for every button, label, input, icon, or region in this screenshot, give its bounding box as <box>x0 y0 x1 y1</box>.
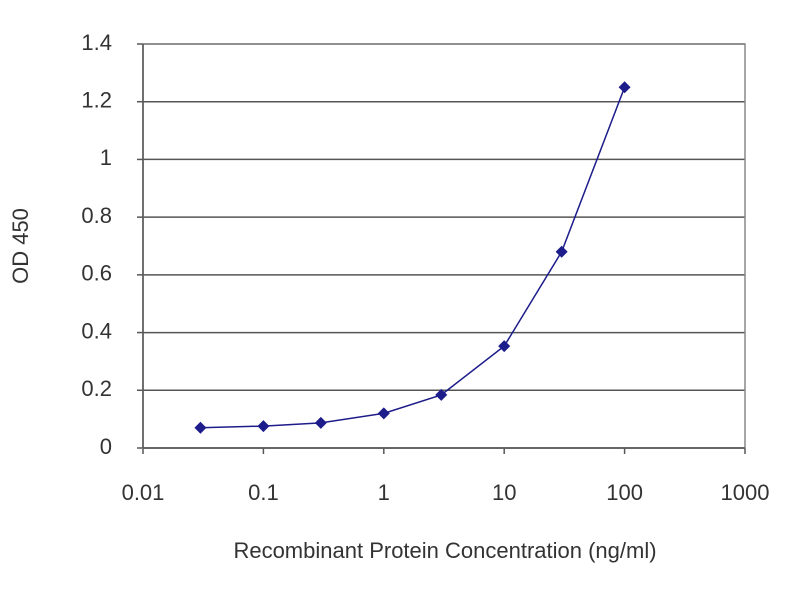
data-point <box>435 388 448 401</box>
data-point <box>314 416 327 429</box>
data-point <box>498 340 511 353</box>
y-tick-label: 0 <box>100 434 112 459</box>
data-point <box>194 421 207 434</box>
data-point <box>555 245 568 258</box>
data-point <box>618 81 631 94</box>
y-tick-label: 1.4 <box>81 30 112 55</box>
y-axis-label: OD 450 <box>8 208 33 284</box>
y-tick-label: 1 <box>100 145 112 170</box>
y-tick-label: 1.2 <box>81 88 112 113</box>
x-tick-label: 1 <box>378 480 390 505</box>
data-point <box>257 420 270 433</box>
series-line <box>200 87 626 429</box>
x-tick-label: 0.1 <box>248 480 279 505</box>
x-tick-label: 1000 <box>721 480 770 505</box>
data-point <box>377 407 390 420</box>
x-tick-label: 10 <box>492 480 516 505</box>
x-tick-label: 100 <box>606 480 643 505</box>
y-tick-label: 0.8 <box>81 203 112 228</box>
y-tick-label: 0.4 <box>81 318 112 343</box>
x-axis-label: Recombinant Protein Concentration (ng/ml… <box>233 538 656 563</box>
y-tick-label: 0.2 <box>81 376 112 401</box>
plot-frame <box>142 43 746 449</box>
y-tick-label: 0.6 <box>81 261 112 286</box>
x-tick-label: 0.01 <box>122 480 165 505</box>
